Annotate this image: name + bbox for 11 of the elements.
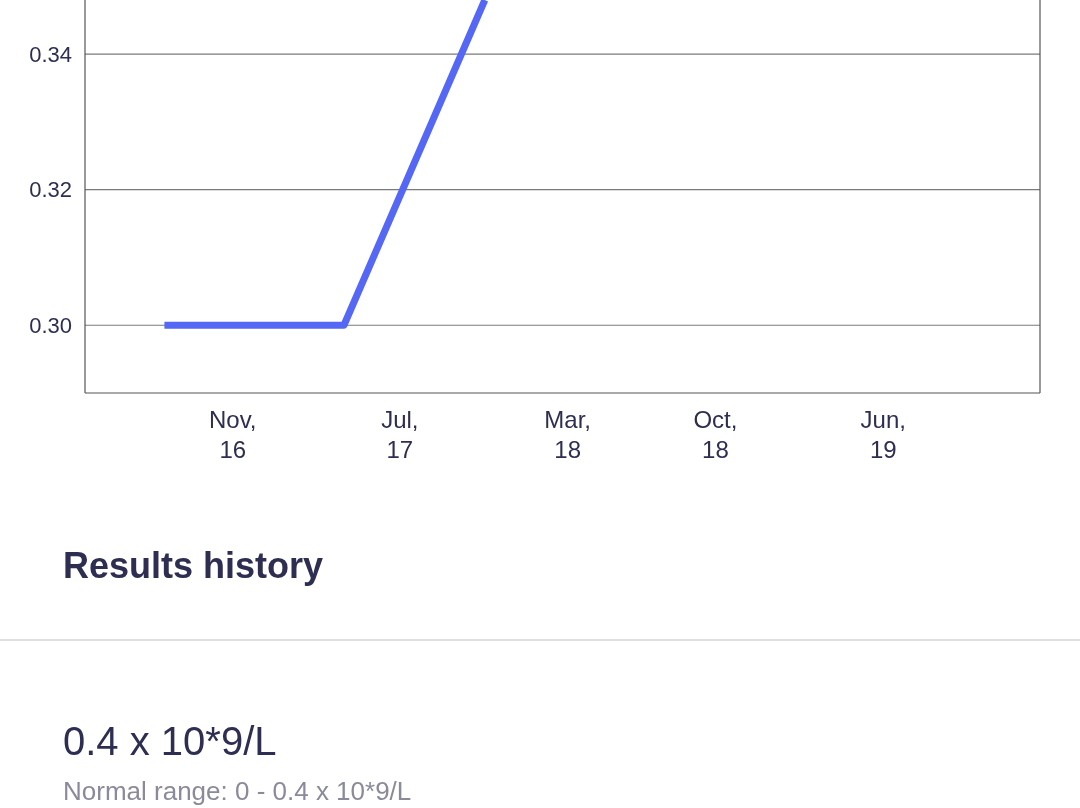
y-tick-label: 0.34 [29,41,72,67]
text: Normal range: 0 - 0.4 x 10*9/L [63,776,412,806]
text: Results history [63,545,324,586]
y-tick-label: 0.30 [29,312,72,338]
x-tick-label: Jul, 17 [381,406,419,463]
text: 0.4 x 10*9/L [63,719,277,763]
x-tick-label: Mar, 18 [544,406,592,463]
x-tick-label: Jun, 19 [860,406,906,463]
x-tick-label: Oct, 18 [693,406,738,463]
y-tick-label: 0.32 [29,177,72,203]
x-tick-label: Nov, 16 [208,406,257,463]
